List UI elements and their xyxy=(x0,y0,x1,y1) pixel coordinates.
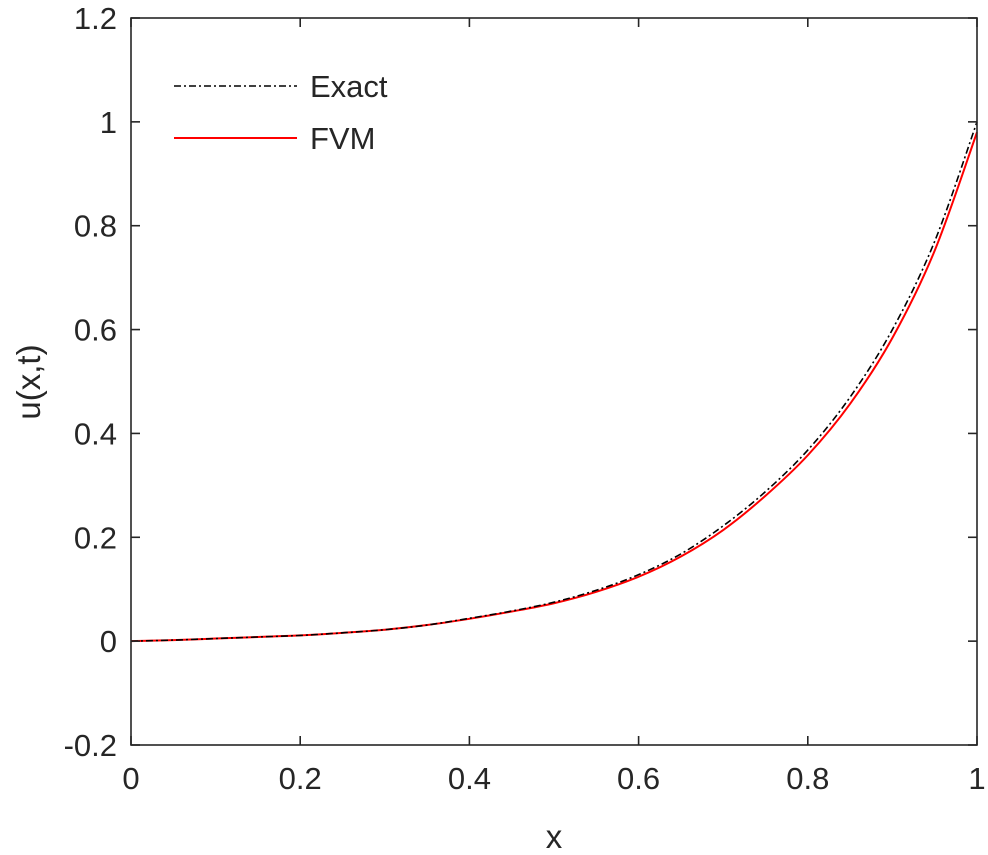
tick-layer: 0 0.2 0.4 0.6 0.8 1-0.200.20.40.60.811.2 xyxy=(64,1,986,796)
axes-layer xyxy=(130,17,978,746)
y-tick-label: 0.2 xyxy=(74,520,117,555)
x-axis-label: x xyxy=(546,818,563,855)
y-tick-label: 0 xyxy=(100,624,117,659)
y-tick-label: 1 xyxy=(100,105,117,140)
y-axis-label: u(x,t) xyxy=(10,344,47,419)
legend-label-exact: Exact xyxy=(310,69,388,104)
y-tick-label: 0.6 xyxy=(74,313,117,348)
x-tick-label: 0.8 xyxy=(786,761,829,796)
y-tick-label: -0.2 xyxy=(64,728,117,763)
series-line-exact xyxy=(130,121,978,642)
legend: Exact FVM xyxy=(174,69,388,156)
legend-label-fvm: FVM xyxy=(310,121,375,156)
x-tick-label: 0.2 xyxy=(279,761,322,796)
x-tick-label: 1 xyxy=(968,761,985,796)
plot-frame xyxy=(130,17,978,746)
y-tick-label: 1.2 xyxy=(74,1,117,36)
y-tick-label: 0.4 xyxy=(74,416,117,451)
x-tick-label: 0 xyxy=(122,761,139,796)
x-tick-label: 0.4 xyxy=(448,761,491,796)
x-tick-label: 0.6 xyxy=(617,761,660,796)
y-tick-label: 0.8 xyxy=(74,209,117,244)
series-layer xyxy=(130,121,978,643)
